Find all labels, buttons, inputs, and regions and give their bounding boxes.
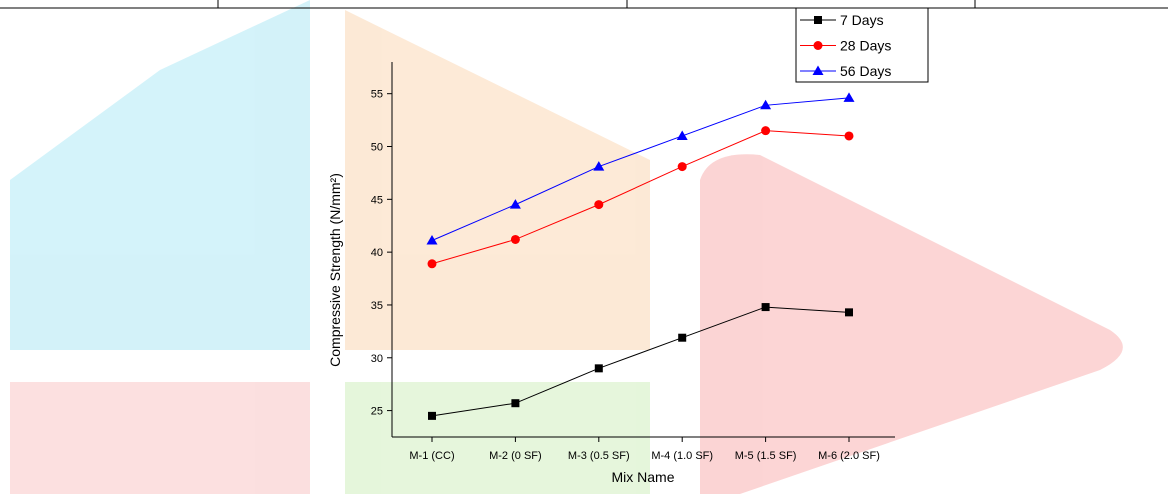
point: [677, 162, 687, 172]
point: [761, 303, 770, 312]
y-tick-label: 55: [371, 89, 383, 101]
y-tick-label: 30: [371, 353, 383, 365]
point: [760, 99, 772, 110]
point: [761, 126, 771, 136]
table-border: [0, 0, 1168, 9]
series-line: [431, 97, 850, 241]
point: [843, 92, 855, 102]
series-line: [431, 306, 850, 417]
point: [594, 200, 604, 210]
point: [812, 65, 824, 75]
point: [594, 364, 603, 373]
point: [510, 234, 520, 244]
point: [845, 308, 853, 317]
x-tick-label: M-3 (0.5 SF): [568, 450, 630, 462]
y-tick-label: 45: [371, 194, 383, 206]
x-tick-label: M-1 (CC): [409, 450, 454, 462]
y-tick-label: 35: [371, 300, 383, 312]
watermark-shape: [10, 382, 310, 494]
watermark-shape: [700, 154, 1123, 494]
legend-label: 28 Days: [840, 38, 891, 54]
legend-label: 56 Days: [840, 63, 891, 79]
point: [426, 235, 438, 245]
point: [844, 131, 854, 141]
x-tick-label: M-2 (0 SF): [489, 450, 542, 462]
x-axis-title: Mix Name: [611, 469, 674, 485]
y-tick-label: 50: [371, 142, 383, 154]
y-tick-label: 25: [371, 406, 383, 418]
point: [813, 41, 823, 50]
point: [511, 399, 520, 408]
x-tick-label: M-6 (2.0 SF): [818, 450, 880, 462]
x-tick-label: M-5 (1.5 SF): [735, 450, 797, 462]
x-tick-label: M-4 (1.0 SF): [651, 450, 713, 462]
legend-label: 7 Days: [840, 12, 884, 28]
watermark-shape: [345, 382, 650, 494]
point: [676, 130, 688, 140]
point: [814, 16, 822, 24]
point: [427, 259, 437, 269]
point: [428, 411, 436, 420]
y-tick-label: 40: [371, 247, 383, 259]
watermark-shape: [345, 10, 650, 350]
series-line: [431, 130, 850, 265]
y-axis-title: Compressive Strength (N/mm²): [327, 173, 343, 367]
watermark-shape: [10, 0, 310, 350]
point: [678, 333, 687, 342]
point: [593, 161, 605, 171]
point: [509, 199, 521, 209]
watermark: [10, 0, 1123, 494]
